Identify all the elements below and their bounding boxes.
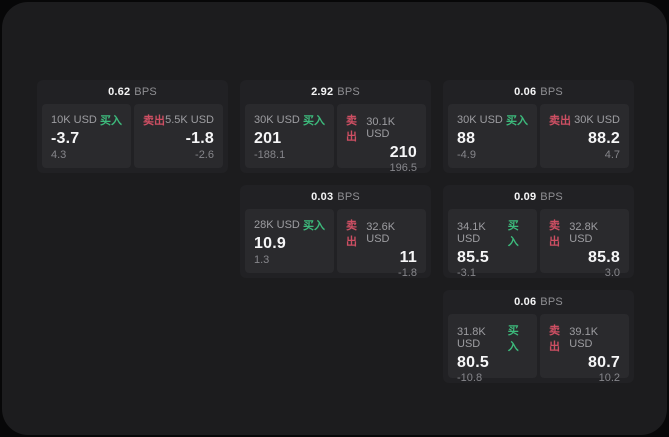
quote-panels: 30K USD 买入 201 -188.1 卖出 30.1K USD 210 1… bbox=[240, 104, 431, 174]
sell-price-value: 210 bbox=[389, 144, 417, 161]
card-header: 0.62 BPS bbox=[37, 80, 228, 104]
buy-tag: 买入 bbox=[303, 115, 325, 127]
bps-value: 0.03 bbox=[311, 191, 334, 203]
bps-unit-label: BPS bbox=[337, 86, 360, 98]
sell-amount-label: 32.8K USD bbox=[569, 221, 599, 245]
quote-panels: 31.8K USD 买入 80.5 -10.8 卖出 39.1K USD 80.… bbox=[443, 314, 634, 384]
card-header: 0.03 BPS bbox=[240, 185, 431, 209]
sell-price-value: 88.2 bbox=[588, 129, 620, 147]
buy-tag: 买入 bbox=[303, 220, 325, 232]
bps-unit-label: BPS bbox=[337, 191, 360, 203]
sell-panel[interactable]: 卖出 30.1K USD 210 196.5 bbox=[337, 104, 426, 174]
buy-amount-label: 30K USD bbox=[254, 114, 300, 126]
sell-price-value: -1.8 bbox=[185, 129, 214, 147]
buy-delta-value: -10.8 bbox=[457, 372, 483, 384]
sell-tag: 卖出 bbox=[549, 115, 571, 127]
quote-card-4: 0.03 BPS 28K USD 买入 10.9 1.3 卖出 32.6K USD… bbox=[240, 185, 431, 279]
sell-tag: 卖出 bbox=[346, 220, 357, 248]
sell-panel[interactable]: 卖出 30K USD 88.2 4.7 bbox=[540, 104, 629, 168]
quote-card-5: 0.09 BPS 34.1K USD 买入 85.5 -3.1 卖出 32.8K … bbox=[443, 185, 634, 279]
card-header: 0.09 BPS bbox=[443, 185, 634, 209]
sell-price-value: 80.7 bbox=[588, 354, 620, 371]
buy-panel[interactable]: 31.8K USD 买入 80.5 -10.8 bbox=[448, 314, 537, 384]
bps-unit-label: BPS bbox=[134, 86, 157, 98]
sell-tag: 卖出 bbox=[346, 115, 357, 143]
card-header: 2.92 BPS bbox=[240, 80, 431, 104]
buy-tag: 买入 bbox=[506, 115, 528, 127]
buy-tag: 买入 bbox=[100, 115, 122, 127]
buy-delta-value: 4.3 bbox=[51, 149, 67, 161]
sell-panel[interactable]: 卖出 39.1K USD 80.7 10.2 bbox=[540, 314, 629, 384]
sell-delta-value: -2.6 bbox=[195, 149, 214, 161]
buy-price-value: 88 bbox=[457, 129, 476, 147]
quote-panels: 34.1K USD 买入 85.5 -3.1 卖出 32.8K USD 85.8… bbox=[443, 209, 634, 279]
buy-amount-label: 31.8K USD bbox=[457, 326, 486, 350]
buy-tag: 买入 bbox=[507, 325, 519, 353]
buy-panel[interactable]: 28K USD 买入 10.9 1.3 bbox=[245, 209, 334, 273]
bps-unit-label: BPS bbox=[540, 296, 563, 308]
bps-value: 0.09 bbox=[514, 191, 537, 203]
bps-value: 2.92 bbox=[311, 86, 334, 98]
sell-amount-label: 30.1K USD bbox=[366, 116, 396, 140]
sell-tag: 卖出 bbox=[549, 325, 560, 353]
sell-panel[interactable]: 卖出 32.6K USD 11 -1.8 bbox=[337, 209, 426, 279]
buy-panel[interactable]: 30K USD 买入 201 -188.1 bbox=[245, 104, 334, 168]
buy-price-value: -3.7 bbox=[51, 129, 80, 147]
sell-amount-label: 30K USD bbox=[574, 114, 620, 126]
buy-price-value: 85.5 bbox=[457, 249, 489, 266]
sell-amount-label: 32.6K USD bbox=[366, 221, 396, 245]
sell-price-value: 85.8 bbox=[588, 249, 620, 266]
bps-unit-label: BPS bbox=[540, 191, 563, 203]
quote-panels: 30K USD 买入 88 -4.9 卖出 30K USD 88.2 4.7 bbox=[443, 104, 634, 173]
buy-panel[interactable]: 30K USD 买入 88 -4.9 bbox=[448, 104, 537, 168]
sell-amount-label: 39.1K USD bbox=[569, 326, 599, 350]
bps-value: 0.06 bbox=[514, 86, 537, 98]
buy-amount-label: 10K USD bbox=[51, 114, 97, 126]
buy-amount-label: 30K USD bbox=[457, 114, 503, 126]
quote-card-6: 0.06 BPS 31.8K USD 买入 80.5 -10.8 卖出 39.1K… bbox=[443, 290, 634, 384]
buy-price-value: 201 bbox=[254, 129, 282, 147]
sell-tag: 卖出 bbox=[549, 220, 560, 248]
sell-panel[interactable]: 卖出 32.8K USD 85.8 3.0 bbox=[540, 209, 629, 279]
buy-delta-value: -188.1 bbox=[254, 149, 286, 161]
buy-price-value: 10.9 bbox=[254, 234, 286, 252]
buy-delta-value: 1.3 bbox=[254, 254, 270, 266]
buy-amount-label: 34.1K USD bbox=[457, 221, 486, 245]
buy-delta-value: -4.9 bbox=[457, 149, 476, 161]
quote-card-2: 2.92 BPS 30K USD 买入 201 -188.1 卖出 30.1K U… bbox=[240, 80, 431, 174]
bps-unit-label: BPS bbox=[540, 86, 563, 98]
bps-value: 0.06 bbox=[514, 296, 537, 308]
sell-tag: 卖出 bbox=[143, 115, 165, 127]
sell-delta-value: 4.7 bbox=[604, 149, 620, 161]
buy-amount-label: 28K USD bbox=[254, 219, 300, 231]
buy-price-value: 80.5 bbox=[457, 354, 489, 371]
sell-amount-label: 5.5K USD bbox=[165, 114, 214, 126]
sell-delta-value: -1.8 bbox=[398, 267, 417, 279]
card-header: 0.06 BPS bbox=[443, 80, 634, 104]
buy-tag: 买入 bbox=[507, 220, 519, 248]
sell-panel[interactable]: 卖出 5.5K USD -1.8 -2.6 bbox=[134, 104, 223, 168]
quote-card-1: 0.62 BPS 10K USD 买入 -3.7 4.3 卖出 5.5K USD … bbox=[37, 80, 228, 173]
sell-delta-value: 196.5 bbox=[389, 162, 417, 174]
sell-delta-value: 3.0 bbox=[604, 267, 620, 279]
card-header: 0.06 BPS bbox=[443, 290, 634, 314]
quote-panels: 10K USD 买入 -3.7 4.3 卖出 5.5K USD -1.8 -2.… bbox=[37, 104, 228, 173]
sell-delta-value: 10.2 bbox=[598, 372, 620, 384]
quote-panels: 28K USD 买入 10.9 1.3 卖出 32.6K USD 11 -1.8 bbox=[240, 209, 431, 279]
buy-panel[interactable]: 10K USD 买入 -3.7 4.3 bbox=[42, 104, 131, 168]
buy-delta-value: -3.1 bbox=[457, 267, 476, 279]
sell-price-value: 11 bbox=[399, 249, 417, 266]
buy-panel[interactable]: 34.1K USD 买入 85.5 -3.1 bbox=[448, 209, 537, 279]
bps-value: 0.62 bbox=[108, 86, 131, 98]
quote-card-3: 0.06 BPS 30K USD 买入 88 -4.9 卖出 30K USD 88… bbox=[443, 80, 634, 173]
